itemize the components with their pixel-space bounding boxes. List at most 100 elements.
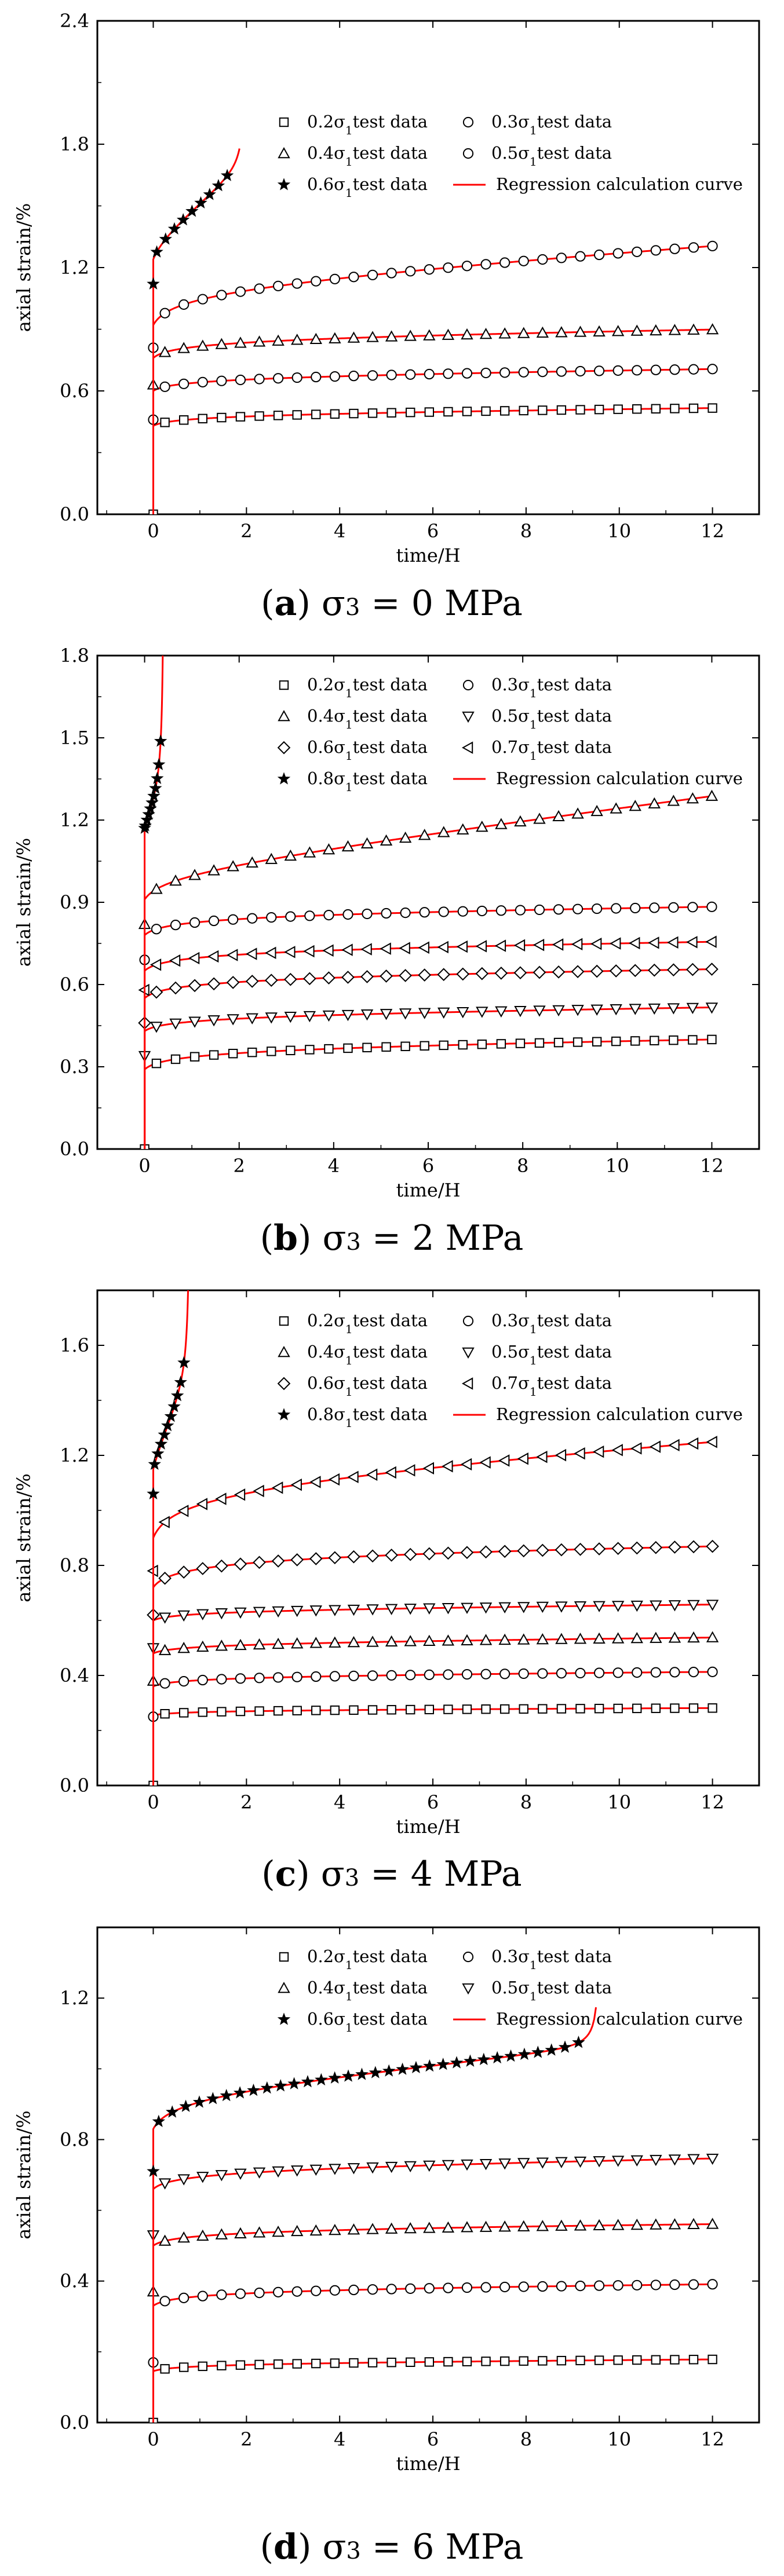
- data-point: [145, 796, 159, 808]
- data-point: [707, 2279, 718, 2290]
- plot-frame: [96, 654, 760, 1150]
- data-point: [349, 408, 359, 419]
- data-point: [498, 327, 511, 339]
- data-point: [610, 802, 622, 814]
- data-point: [272, 334, 285, 346]
- data-point: [574, 2219, 587, 2231]
- data-point: [220, 169, 234, 181]
- data-point: [341, 943, 353, 956]
- data-point: [632, 2279, 643, 2290]
- data-point: [196, 2229, 209, 2241]
- data-point: [235, 1706, 246, 1717]
- data-point: [514, 815, 527, 827]
- data-point: [443, 1669, 454, 1680]
- data-point: [158, 1612, 172, 1624]
- data-point: [611, 903, 622, 914]
- legend-marker: [462, 1315, 474, 1327]
- data-point: [290, 1553, 304, 1567]
- data-point: [366, 2162, 379, 2174]
- data-point: [456, 967, 470, 981]
- data-point: [536, 1633, 549, 1645]
- legend-label: Regression calculation curve: [496, 1404, 743, 1424]
- x-tick-label: 10: [607, 520, 631, 542]
- legend-marker: [277, 1408, 291, 1421]
- data-point: [537, 2281, 548, 2292]
- data-point: [476, 1007, 488, 1018]
- data-point: [207, 950, 219, 963]
- data-point: [253, 335, 266, 347]
- y-axis-title: axial strain/%: [13, 2110, 35, 2240]
- data-point: [593, 1632, 606, 1644]
- data-point: [575, 365, 586, 377]
- x-tick-label: 0: [138, 1155, 150, 1177]
- legend-marker: [461, 741, 473, 754]
- data-point: [158, 1644, 172, 1655]
- data-point: [437, 826, 450, 837]
- data-point: [385, 330, 398, 342]
- data-point: [498, 2220, 511, 2232]
- data-point: [178, 378, 189, 389]
- series-0.3-circle: [148, 2279, 718, 2423]
- plot-area: [147, 1290, 719, 1785]
- data-point: [706, 1539, 719, 1553]
- data-point: [329, 1671, 340, 1682]
- data-point: [366, 1549, 380, 1563]
- data-point: [424, 2357, 435, 2367]
- regression-curve: [152, 328, 713, 514]
- data-point: [518, 2281, 529, 2292]
- data-point: [215, 2228, 228, 2240]
- data-point: [668, 324, 681, 335]
- data-point: [499, 257, 510, 268]
- data-point: [480, 2282, 491, 2293]
- data-point: [499, 1668, 510, 1679]
- chart-panel-c: 0 2 4 6 8 10 12 0.0 0.4 0.8 1.2 1.6 time/H axial stra…: [13, 1289, 760, 1894]
- data-point: [245, 975, 259, 988]
- data-point: [323, 909, 334, 921]
- data-point: [170, 920, 181, 931]
- data-point: [158, 346, 172, 357]
- data-point: [518, 367, 529, 378]
- data-point: [688, 2279, 699, 2290]
- data-point: [669, 2279, 680, 2290]
- data-point: [291, 1605, 304, 1618]
- data-point: [235, 412, 246, 422]
- data-point: [149, 781, 162, 794]
- data-point: [188, 979, 202, 993]
- data-point: [154, 1437, 168, 1450]
- data-point: [437, 941, 448, 954]
- data-point: [707, 1034, 717, 1045]
- data-point: [309, 1605, 322, 1617]
- data-point: [159, 232, 172, 245]
- data-point: [590, 804, 603, 817]
- data-point: [552, 1005, 565, 1017]
- data-point: [366, 1468, 378, 1481]
- data-point: [575, 1667, 586, 1679]
- data-point: [630, 1631, 643, 1644]
- data-point: [706, 1600, 719, 1611]
- data-point: [536, 1601, 549, 1613]
- data-point: [706, 2153, 719, 2165]
- data-point: [347, 1635, 360, 1648]
- regression-curve: [152, 407, 713, 514]
- data-point: [461, 368, 473, 379]
- data-point: [686, 792, 699, 804]
- data-point: [423, 2059, 436, 2072]
- legend-label: 0.4σ1test data: [307, 1342, 428, 1367]
- data-point: [246, 856, 258, 868]
- data-point: [267, 1046, 276, 1056]
- data-point: [360, 970, 374, 983]
- data-point: [151, 771, 164, 784]
- data-point: [479, 1545, 493, 1559]
- data-point: [386, 369, 397, 380]
- data-point: [477, 2052, 491, 2065]
- data-point: [594, 404, 604, 415]
- data-point: [341, 971, 355, 984]
- data-point: [423, 2222, 436, 2233]
- y-axis-title: axial strain/%: [13, 203, 35, 332]
- series-0.2-square: [148, 2354, 717, 2423]
- x-tick-label: 12: [700, 1155, 724, 1177]
- x-tick-label: 2: [240, 1791, 252, 1813]
- data-point: [177, 1356, 191, 1368]
- data-point: [329, 1605, 341, 1616]
- legend-label: Regression calculation curve: [496, 2009, 743, 2029]
